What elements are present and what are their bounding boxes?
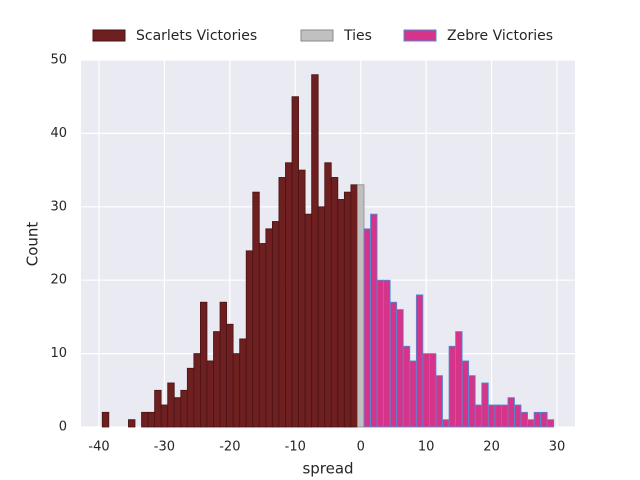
histogram-bar [147,411,156,428]
x-tick-label: 20 [483,440,500,455]
histogram-bar [415,294,424,428]
histogram-bar [141,411,149,428]
histogram-bar [173,397,182,428]
histogram-bar [298,169,306,428]
histogram-bar [219,301,227,428]
histogram-bar [402,345,411,428]
histogram-bar [206,360,214,428]
histogram-bar [232,353,241,428]
histogram-bar [311,74,319,428]
legend-swatch [92,29,126,42]
histogram-bar [278,177,286,428]
histogram-bar [252,191,260,428]
histogram-bar [468,375,476,428]
histogram-bar [474,404,483,428]
histogram-bar [258,243,267,428]
histogram-bar [546,419,555,428]
histogram-bar [213,331,221,428]
histogram-bar [324,162,332,428]
histogram-bar [527,419,535,428]
histogram-bar [435,375,443,428]
legend-swatch [300,29,334,42]
histogram-bar [442,419,450,428]
histogram-bar [167,382,175,428]
histogram-bar [357,184,365,428]
histogram-bar [239,338,247,428]
y-tick-label: 0 [59,420,67,435]
histogram-bar [317,206,326,428]
histogram-bar [160,404,169,428]
histogram-bar [514,404,522,428]
histogram-bar [455,331,463,428]
y-tick-label: 50 [50,53,67,68]
x-tick-label: -20 [219,440,240,455]
histogram-bar [304,213,313,428]
histogram-bar [128,419,136,428]
histogram-bar [422,353,430,428]
histogram-bar [533,411,542,428]
histogram-bar [265,228,273,428]
x-tick-label: 0 [357,440,365,455]
x-tick-label: 10 [418,440,435,455]
histogram-bar [101,411,110,428]
histogram-bar [383,279,391,428]
histogram-bar [200,301,208,428]
legend-label: Ties [343,28,372,44]
histogram-bar [520,411,528,428]
histogram-bar [389,301,398,428]
histogram-bar [540,411,548,428]
y-tick-label: 30 [50,199,67,214]
histogram-bar [507,397,515,428]
histogram-bar [186,367,195,428]
histogram-bar [429,353,437,428]
histogram-bar [350,184,358,428]
y-tick-label: 20 [50,273,67,288]
y-tick-label: 10 [50,346,67,361]
x-tick-label: -10 [285,440,306,455]
histogram-bar [154,389,162,428]
histogram-bar [285,162,293,428]
histogram-bar [376,279,385,428]
histogram-bar [271,221,280,428]
histogram-bar [396,309,404,428]
histogram-bar [226,323,234,428]
histogram-bar [500,404,509,428]
histogram-bar [330,177,339,428]
x-axis-label: spread [302,460,353,478]
histogram-bar [487,404,496,428]
histogram-bar [461,360,470,428]
histogram-bar [291,96,299,428]
legend-swatch [403,29,437,42]
histogram-bar [370,213,378,428]
histogram-bar [245,250,254,428]
histogram-bar [180,389,188,428]
histogram-bar [409,360,417,428]
x-tick-label: -40 [88,440,109,455]
histogram-bar [343,191,352,428]
histogram-bar [494,404,502,428]
y-tick-label: 40 [50,126,67,141]
histogram-bar [481,382,489,428]
histogram-bar [337,199,345,428]
legend-label: Zebre Victories [447,28,553,44]
legend-label: Scarlets Victories [136,28,257,44]
x-tick-label: -30 [154,440,175,455]
histogram-bar [448,345,456,428]
histogram-bar [193,353,201,428]
x-tick-label: 30 [549,440,566,455]
histogram-bar [363,228,371,428]
y-axis-label: Count [24,222,42,267]
